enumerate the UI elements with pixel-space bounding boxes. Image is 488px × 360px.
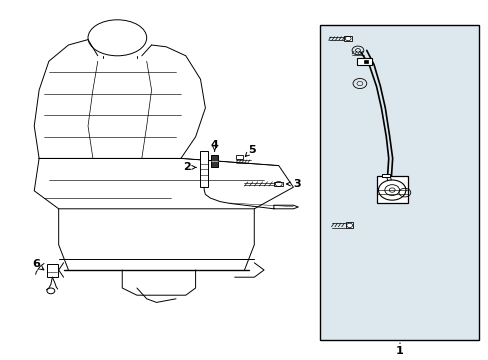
Bar [376,176,407,203]
Bar [320,25,478,340]
Bar [356,58,371,65]
Bar [236,155,243,159]
Text: 2: 2 [183,162,190,172]
Text: 1: 1 [395,346,403,356]
Polygon shape [34,158,293,209]
Bar [199,151,208,187]
Text: 3: 3 [293,179,301,189]
Bar [382,174,389,177]
Bar [273,182,282,186]
Text: 4: 4 [210,140,218,150]
Text: 5: 5 [247,145,255,156]
Bar [211,155,218,167]
Text: 6: 6 [32,259,40,269]
Bar [344,36,351,41]
Bar [345,222,352,228]
Bar [47,264,58,277]
Bar [363,60,367,63]
